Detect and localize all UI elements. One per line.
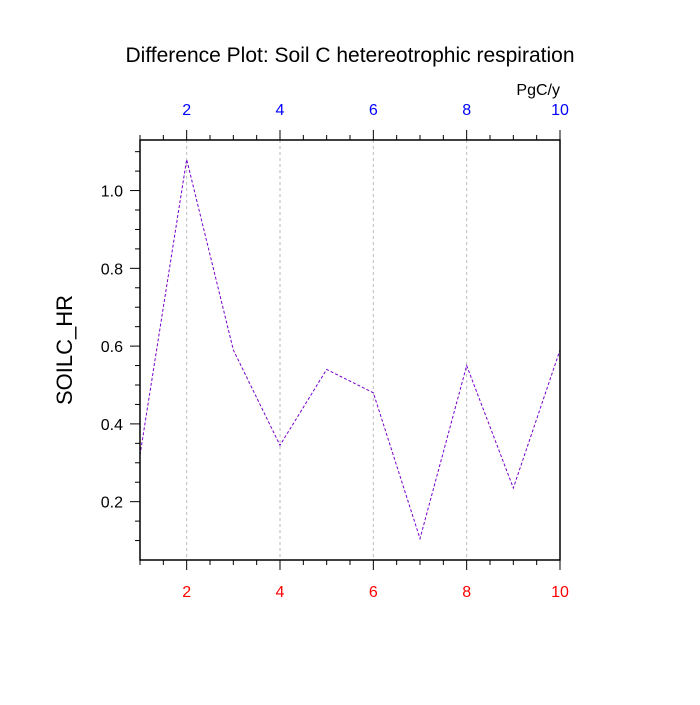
x-tick-label-bottom: 8: [462, 584, 471, 601]
x-tick-label-bottom: 2: [182, 584, 191, 601]
chart-title: Difference Plot: Soil C hetereotrophic r…: [125, 44, 574, 67]
x-tick-label-bottom: 4: [276, 584, 285, 601]
y-tick-label: 0.2: [101, 495, 123, 512]
y-tick-label: 0.6: [101, 339, 123, 356]
x-tick-label-top: 4: [276, 102, 285, 119]
y-tick-label: 1.0: [101, 184, 123, 201]
grid-layer: [186, 140, 468, 560]
y-axis-label: SOILC_HR: [52, 295, 77, 405]
x-tick-label-top: 10: [551, 102, 569, 119]
plot-frame: [139, 139, 561, 561]
y-tick-label: 0.4: [101, 417, 123, 434]
series-layer: [139, 159, 561, 541]
x-tick-label-top: 8: [462, 102, 471, 119]
units-label: PgC/y: [516, 82, 560, 99]
x-tick-label-top: 6: [369, 102, 378, 119]
axis-layer: 2 4 6 8 10 2 4 6 8 10 0.2 0.4 0.6 0.8 1.0: [101, 102, 569, 601]
x-tick-label-bottom: 10: [551, 584, 569, 601]
y-tick-label: 0.8: [101, 261, 123, 278]
x-tick-label-bottom: 6: [369, 584, 378, 601]
x-tick-label-top: 2: [182, 102, 191, 119]
series-line: [139, 159, 561, 541]
